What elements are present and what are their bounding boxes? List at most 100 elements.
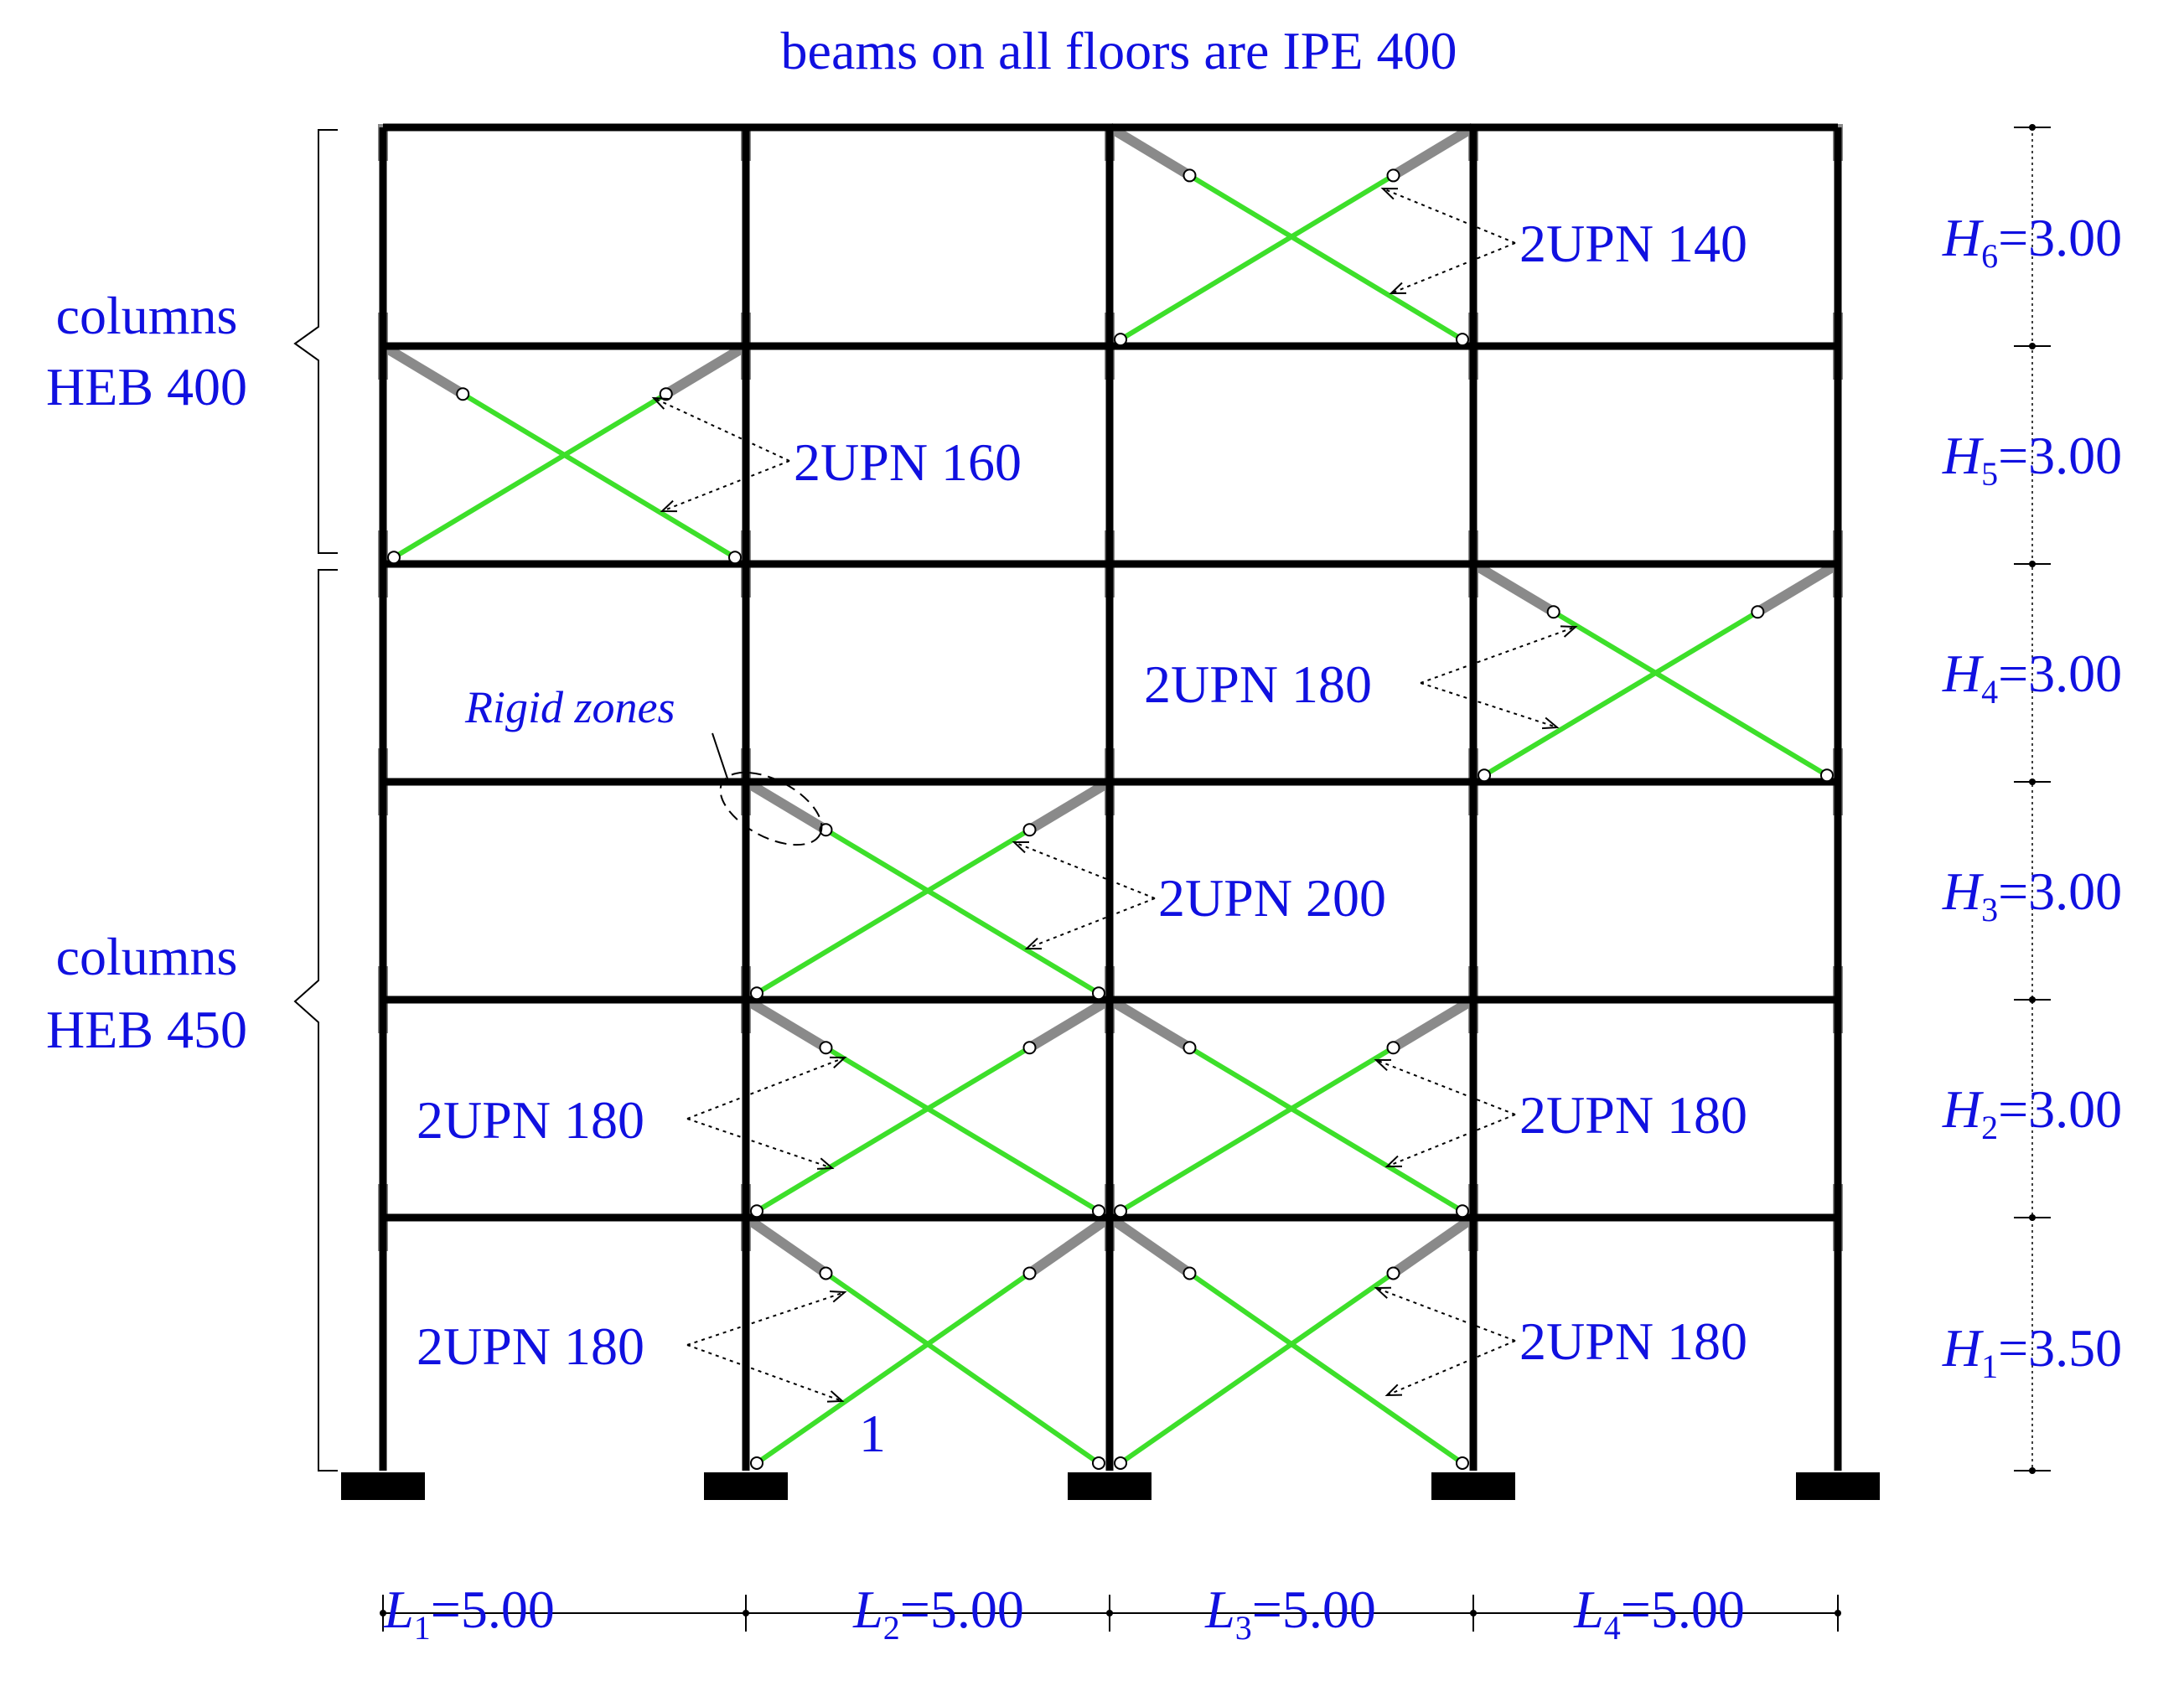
- leader-line: [1420, 626, 1576, 684]
- brace-hinge: [1751, 605, 1765, 619]
- brace-diagonal: [1119, 1045, 1395, 1213]
- leader-arrowhead: [651, 396, 670, 410]
- span-dot: [743, 1610, 749, 1616]
- brace-hinge: [1091, 986, 1105, 1001]
- brace-hinge: [819, 1041, 833, 1055]
- height-dot: [2029, 561, 2036, 567]
- upper-columns-label-line2: HEB 400: [46, 357, 247, 416]
- support-4: [1431, 1472, 1515, 1500]
- brace-diagonal: [755, 1045, 1032, 1213]
- brace-diagonal: [824, 1270, 1100, 1466]
- brace-diagonal: [1119, 1270, 1395, 1466]
- brace-hinge: [1455, 1456, 1469, 1470]
- brace-diagonal: [824, 827, 1100, 996]
- brace-rigid-zone: [1755, 559, 1841, 617]
- brace-label-story4: 2UPN 180: [1144, 654, 1372, 714]
- height-label-3: H3=3.00: [1942, 861, 2122, 928]
- support-3: [1068, 1472, 1152, 1500]
- brace-rigid-zone: [1390, 1213, 1477, 1278]
- height-label-4: H4=3.00: [1942, 644, 2122, 711]
- leader-arrowhead: [1374, 1286, 1392, 1299]
- element-number: 1: [859, 1404, 886, 1463]
- brace-label-story2-left: 2UPN 180: [417, 1090, 644, 1150]
- upper-columns-label-line1: columns: [56, 286, 238, 345]
- brace-diagonal: [1119, 173, 1395, 342]
- span-label-3: L3=5.00: [1204, 1580, 1376, 1647]
- leader-arrowhead: [1012, 840, 1030, 854]
- brace-diagonal: [755, 1270, 1032, 1466]
- brace-hinge: [1386, 1266, 1400, 1280]
- leader-arrowhead: [1541, 716, 1560, 730]
- leader-line: [1375, 1059, 1516, 1115]
- span-dot: [1835, 1610, 1841, 1616]
- brace-hinge: [1386, 168, 1400, 183]
- span-label-2: L2=5.00: [852, 1580, 1024, 1647]
- leader-line: [1382, 188, 1516, 244]
- leader-arrowhead: [1380, 187, 1399, 200]
- lower-columns-label-line1: columns: [56, 927, 238, 986]
- leader-line: [1013, 841, 1156, 899]
- span-dot: [380, 1610, 386, 1616]
- brace-diagonal: [1552, 609, 1829, 778]
- leader-line: [661, 460, 790, 512]
- brace-rigid-zone: [1106, 995, 1193, 1053]
- leader-arrowhead: [1384, 1384, 1403, 1397]
- leader-line: [1420, 682, 1558, 728]
- brace-label-story6: 2UPN 140: [1519, 214, 1747, 273]
- brace-rigid-zone: [1470, 559, 1556, 617]
- brace-label-story1-left: 2UPN 180: [417, 1316, 644, 1376]
- brace-label-story3: 2UPN 200: [1158, 868, 1386, 928]
- brace-hinge: [1022, 823, 1037, 837]
- brace-hinge: [1183, 168, 1197, 183]
- brace-hinge: [386, 551, 401, 565]
- brace-rigid-zone: [743, 995, 829, 1053]
- brace-hinge: [1091, 1456, 1105, 1470]
- brace-diagonal: [755, 827, 1032, 996]
- hinges-layer: [386, 168, 1834, 1470]
- supports-layer: [341, 1472, 1880, 1500]
- brace-rigid-zone: [1390, 122, 1477, 180]
- height-dot: [2029, 1467, 2036, 1474]
- leader-line: [1386, 1114, 1516, 1167]
- rigid-zones-label: Rigid zones: [464, 682, 675, 732]
- leader-line: [1390, 242, 1516, 294]
- rigid-zone-marker: [719, 771, 823, 846]
- support-5: [1796, 1472, 1880, 1500]
- height-dot: [2029, 124, 2036, 131]
- lower-columns-bracket: [293, 569, 338, 1472]
- brace-rigid-zone: [1027, 1213, 1113, 1278]
- support-2: [704, 1472, 788, 1500]
- brace-hinge: [1546, 605, 1560, 619]
- height-dot: [2029, 996, 2036, 1003]
- brace-rigid-zone: [663, 341, 749, 399]
- brace-hinge: [1183, 1041, 1197, 1055]
- brace-diagonal: [392, 391, 668, 560]
- rigid-zone-pointer: [712, 732, 730, 784]
- leader-line: [686, 1344, 843, 1402]
- brace-label-story5: 2UPN 160: [794, 432, 1022, 492]
- brace-hinge: [1455, 333, 1469, 347]
- leader-line: [1386, 1340, 1516, 1396]
- brace-hinge: [659, 387, 673, 401]
- height-label-2: H2=3.00: [1942, 1079, 2122, 1146]
- brace-hinge: [819, 1266, 833, 1280]
- brace-rigid-zone: [743, 1213, 829, 1278]
- diagram-title: beams on all floors are IPE 400: [781, 21, 1457, 80]
- brace-label-story1-right: 2UPN 180: [1519, 1311, 1747, 1371]
- span-dot: [1106, 1610, 1113, 1616]
- brace-label-story2-right: 2UPN 180: [1519, 1085, 1747, 1145]
- brace-rigid-zone: [1027, 777, 1113, 835]
- brace-hinge: [1183, 1266, 1197, 1280]
- height-dot: [2029, 778, 2036, 785]
- height-label-1: H1=3.50: [1942, 1318, 2122, 1385]
- span-dot: [1470, 1610, 1477, 1616]
- upper-columns-bracket: [293, 129, 338, 554]
- brace-hinge: [1114, 333, 1128, 347]
- leader-line: [686, 1118, 833, 1169]
- span-label-4: L4=5.00: [1573, 1580, 1745, 1647]
- leader-arrowhead: [1384, 1155, 1403, 1168]
- leader-arrows: [651, 187, 1578, 1403]
- leader-line: [1026, 897, 1156, 949]
- brace-hinge: [1114, 1204, 1128, 1218]
